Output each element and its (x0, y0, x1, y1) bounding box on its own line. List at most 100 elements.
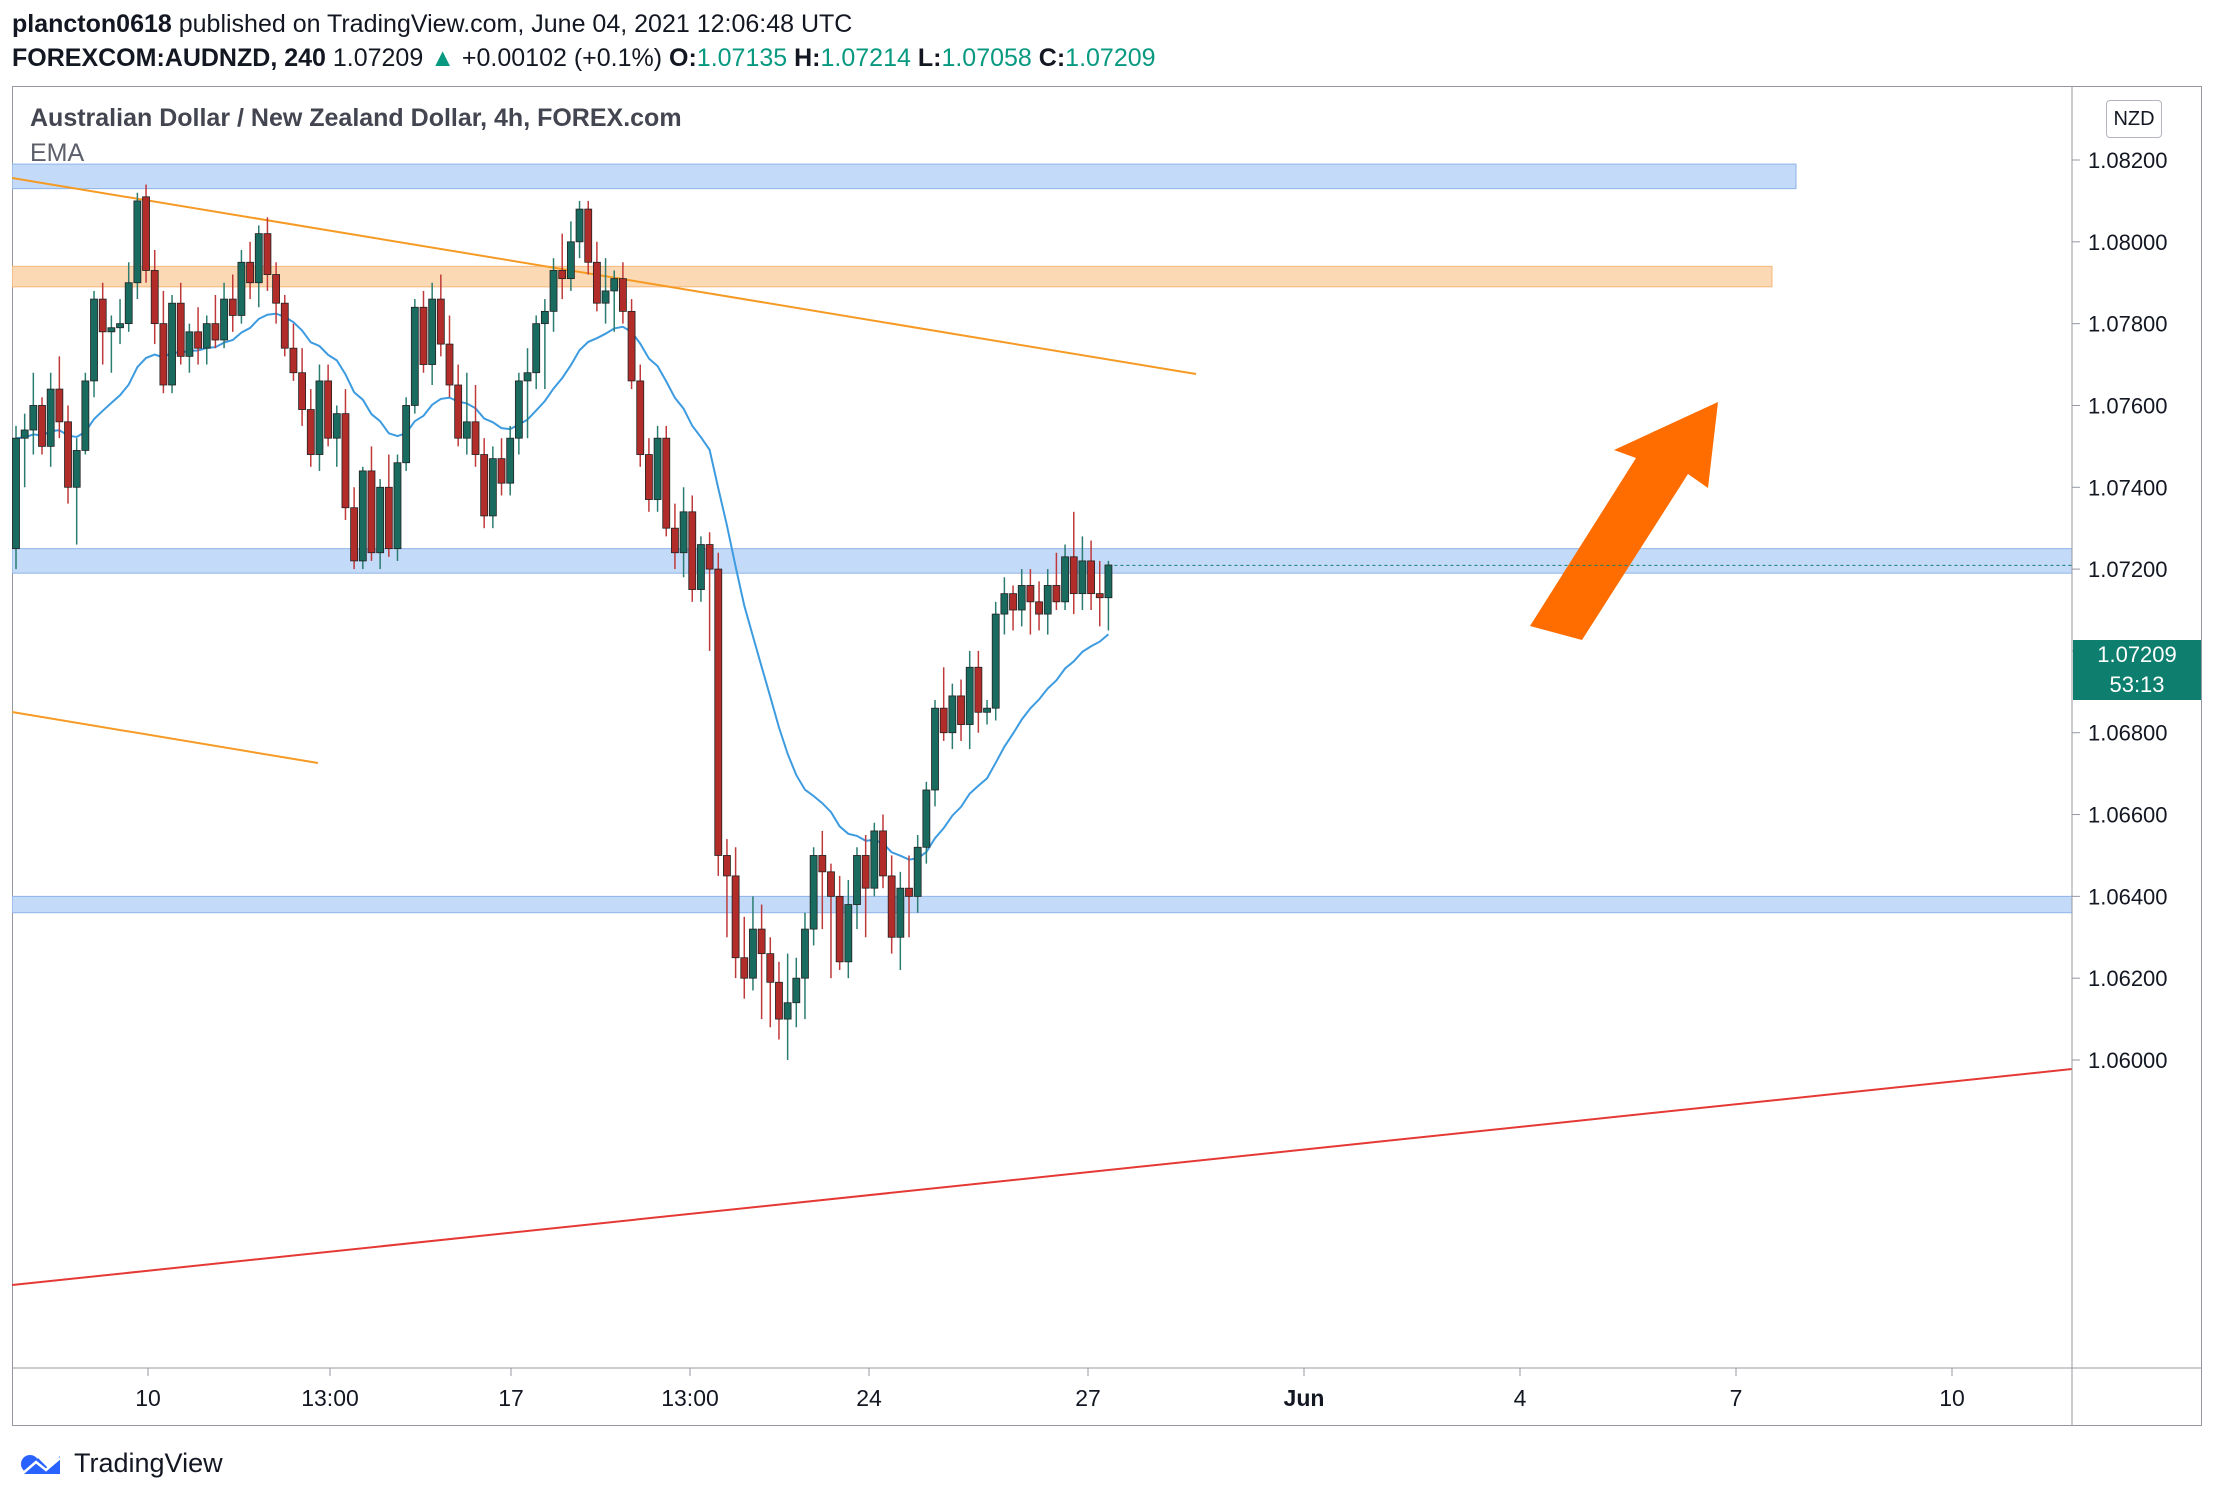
candle-body (1104, 564, 1113, 599)
candle-body (410, 306, 419, 406)
x-tick-label: 27 (1075, 1385, 1101, 1411)
candle-body (462, 421, 471, 439)
candle-body (688, 511, 697, 590)
candle-body (905, 887, 913, 897)
candle-body (801, 928, 809, 979)
candle-body (1087, 560, 1095, 595)
lower-orange-trendline (12, 711, 319, 764)
candle-body (497, 458, 506, 484)
chart-legend: Australian Dollar / New Zealand Dollar, … (30, 104, 682, 168)
candle-body (636, 380, 645, 455)
candle-body (72, 450, 81, 488)
candle-body (757, 928, 766, 955)
close-label: C: (1038, 44, 1066, 72)
candle-body (254, 233, 263, 284)
candle-body (653, 437, 662, 500)
symbol-label: FOREXCOM:AUDNZD, 240 (12, 44, 326, 72)
candle-body (124, 282, 133, 325)
candle-body (1009, 593, 1017, 611)
plot-area[interactable] (12, 163, 2072, 1286)
candle-body (1017, 585, 1026, 611)
ema-indicator-label[interactable]: EMA (30, 139, 85, 167)
candle-body (991, 613, 1000, 709)
candle-body (792, 977, 801, 1004)
current-price-tag: 1.07209 53:13 (2073, 640, 2201, 700)
candle-body (306, 409, 315, 455)
candle-body (1069, 556, 1078, 595)
candle-body (879, 830, 887, 877)
candle-body (592, 261, 601, 304)
candle-body (506, 437, 515, 484)
candle-body (419, 306, 428, 365)
candle-body (1095, 593, 1104, 599)
candle-body (384, 486, 393, 550)
candle-body (740, 957, 749, 979)
candle-body (350, 507, 359, 562)
candle-body (298, 372, 307, 410)
candle-body (974, 666, 983, 713)
candle-body (827, 871, 835, 897)
candle-body (324, 380, 333, 439)
candle-body (619, 278, 627, 312)
candle-body (142, 196, 150, 271)
y-tick-label: 1.07200 (2088, 557, 2168, 582)
footer-brand[interactable]: TradingView (18, 1448, 223, 1479)
candle-body (809, 855, 818, 930)
author-name[interactable]: plancton0618 (12, 10, 172, 38)
candle-body (887, 875, 896, 938)
candle-body (159, 323, 168, 386)
x-tick-label: 13:00 (301, 1385, 359, 1411)
x-tick-label: Jun (1284, 1385, 1325, 1411)
high-value: 1.07214 (820, 44, 911, 72)
candle-body (90, 298, 98, 382)
low-value: 1.07058 (941, 44, 1032, 72)
candle-body (896, 887, 905, 938)
candle-body (783, 1002, 792, 1020)
candle-body (228, 298, 237, 316)
candle-body (549, 270, 558, 312)
candle-body (150, 270, 159, 325)
x-tick-label: 24 (856, 1385, 882, 1411)
candle-body (1061, 556, 1069, 603)
high-label: H: (794, 44, 821, 72)
y-tick-label: 1.07400 (2088, 475, 2168, 500)
candle-body (844, 904, 853, 963)
candle-body (1052, 585, 1061, 603)
candle-body (176, 302, 185, 357)
candle-body (116, 323, 124, 329)
candle-body (671, 527, 679, 554)
y-tick-label: 1.06000 (2088, 1048, 2168, 1073)
candle-body (289, 347, 298, 374)
ema-line (15, 312, 1110, 861)
support-zone-mid (12, 548, 2072, 574)
candle-body (601, 290, 610, 304)
y-tick-label: 1.07800 (2088, 312, 2168, 337)
currency-badge[interactable]: NZD (2106, 100, 2162, 138)
open-label: O: (669, 44, 697, 72)
candle-body (1026, 585, 1035, 603)
candle-body (662, 437, 671, 529)
candle-body (775, 981, 783, 1020)
candle-body (488, 458, 497, 517)
open-value: 1.07135 (696, 44, 788, 72)
up-arrow-icon: ▲ (430, 44, 455, 72)
resistance-zone-orange (12, 265, 1773, 288)
candle-body (983, 707, 991, 713)
candle-body (428, 298, 437, 365)
candle-body (81, 380, 90, 451)
candle-body (731, 875, 740, 959)
candle-body (220, 298, 228, 341)
close-value: 1.07209 (1065, 44, 1156, 72)
candle-body (818, 855, 827, 873)
candle-body (939, 707, 948, 734)
candle-body (697, 544, 705, 590)
candle-body (202, 323, 211, 349)
y-tick-label: 1.06200 (2088, 966, 2168, 991)
candle-body (341, 413, 350, 509)
upper-trendline (12, 177, 1197, 375)
chart-frame[interactable] (12, 86, 2202, 1426)
candle-body (436, 298, 445, 345)
x-tick-label: 17 (498, 1385, 524, 1411)
candle-body (957, 695, 965, 725)
